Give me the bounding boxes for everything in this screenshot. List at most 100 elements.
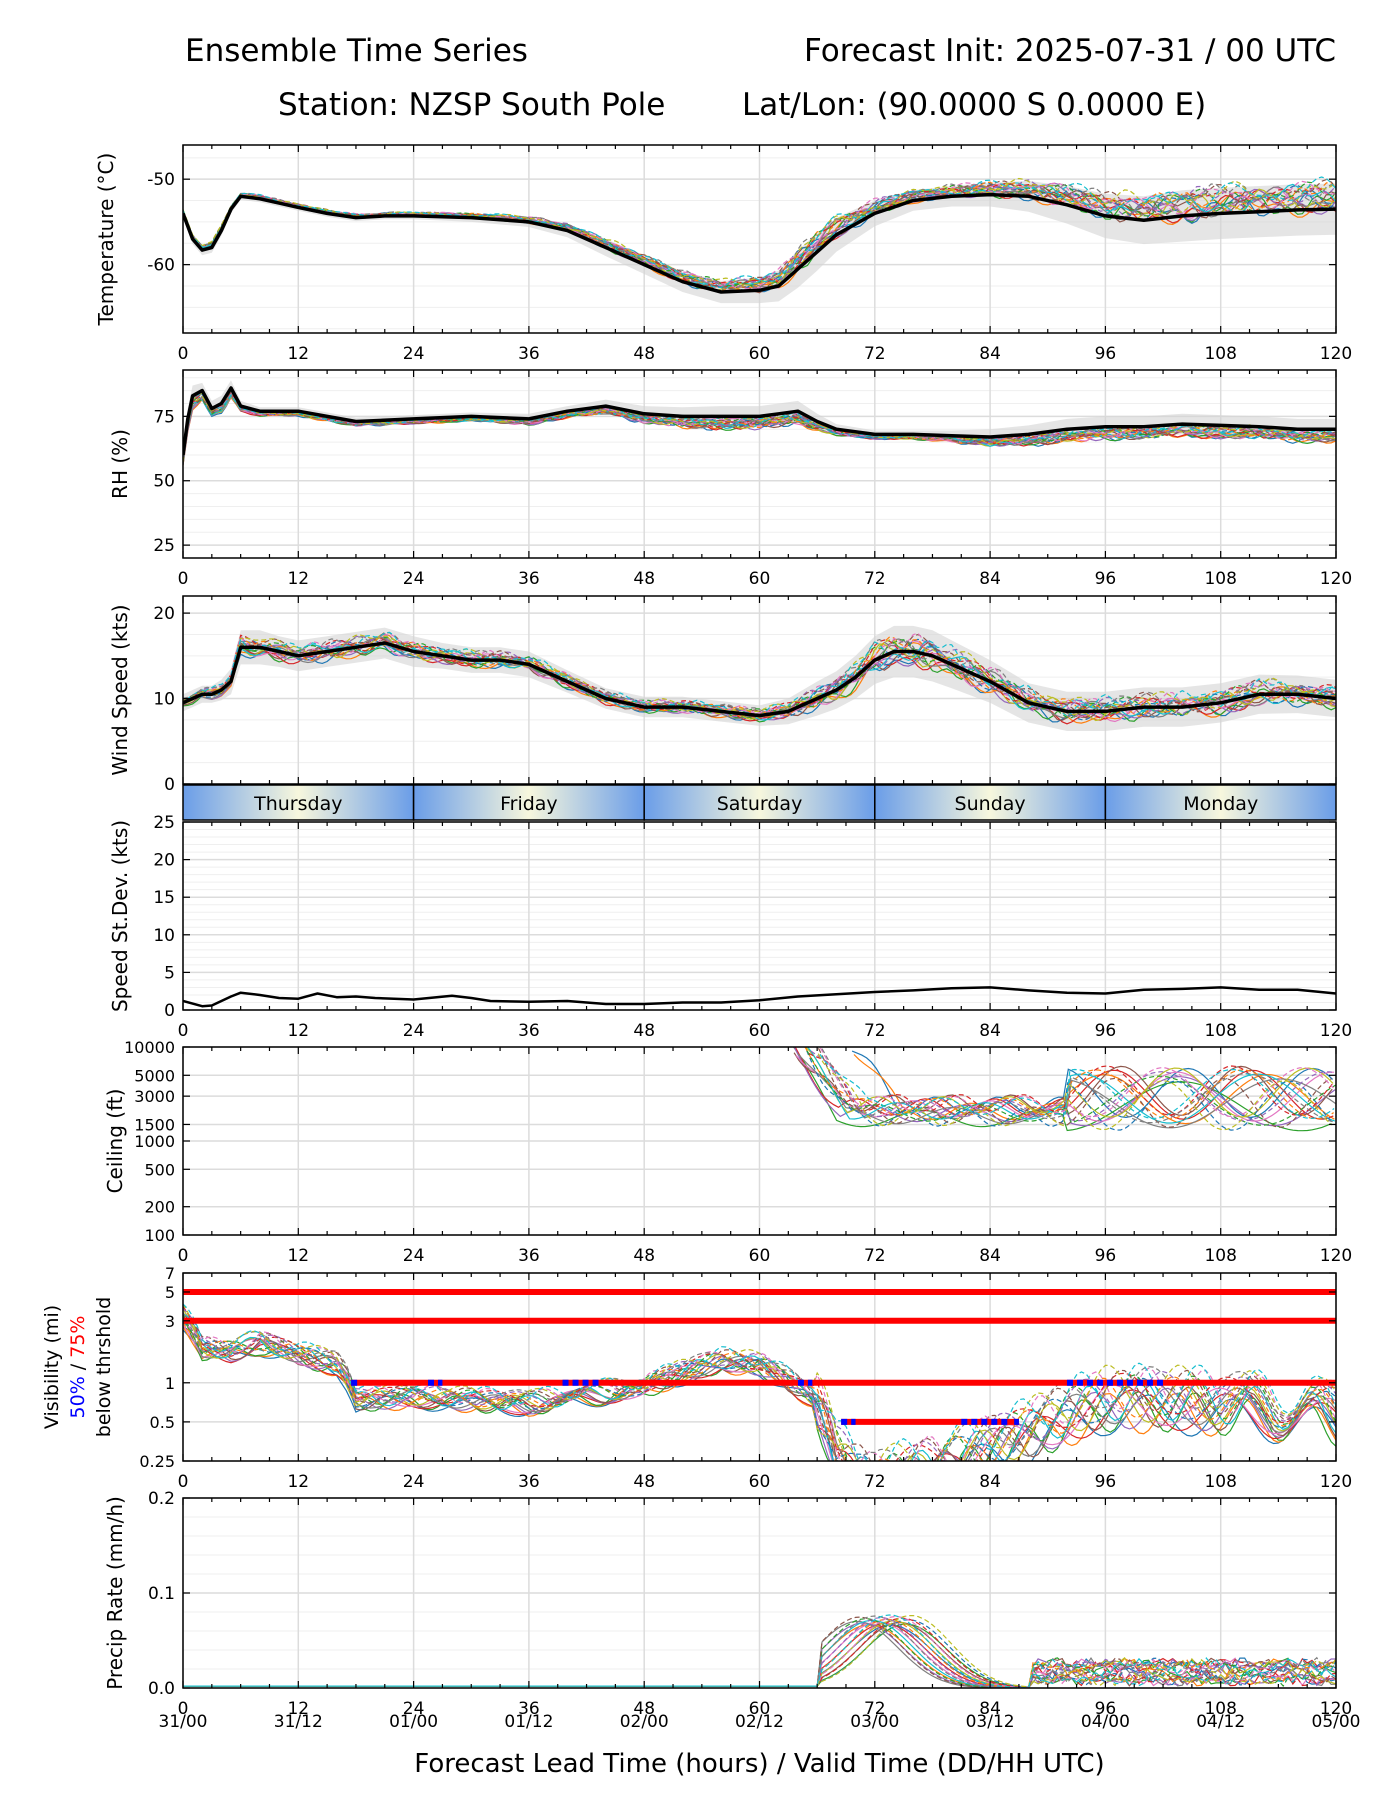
x-tick-label: 108: [1204, 1472, 1236, 1492]
day-band: Thursday Friday Saturday Sunday Monday: [182, 784, 1337, 821]
x-tick-label: 60: [749, 344, 771, 364]
x-tick-label: 96: [1095, 1472, 1117, 1492]
ensemble-member-line: [183, 634, 1336, 715]
x-tick-label: 84: [979, 569, 1001, 589]
visibility-member-line: [183, 1318, 1336, 1461]
ensemble-member-line: [183, 631, 1336, 717]
y-tick-label: 20: [153, 604, 175, 624]
x-tick-label: 108: [1204, 1021, 1236, 1041]
ceiling-member-line: [804, 1047, 1333, 1131]
x-tick-label: 48: [633, 1246, 655, 1266]
x-tick-label: 0: [178, 1246, 189, 1266]
x-tick-label: 72: [864, 569, 886, 589]
x-tick-label: 72: [864, 1699, 886, 1719]
visibility-member-line: [183, 1321, 1336, 1461]
panel-speed_stdev: 0 5 10 15 20 25 0 12 24 36 48 60 72 84 96 108 120 Speed S…: [108, 813, 1352, 1041]
valid-time-tick-label: 03/00: [850, 1712, 899, 1732]
day-cell: [1104, 784, 1337, 821]
x-tick-label: 72: [864, 1472, 886, 1492]
x-tick-label: 12: [287, 1021, 309, 1041]
plot-area-speed_stdev: [183, 986, 1336, 1008]
visibility-member-line: [183, 1303, 1336, 1461]
visibility-member-line: [183, 1316, 1336, 1461]
panel-visibility: 0.25 0.5 1 3 57 0 12 24 36 48 60 72 84 96 108 120 Visibi…: [41, 1264, 1352, 1492]
valid-time-tick-label: 31/12: [274, 1712, 323, 1732]
y-axis-label: Speed St.Dev. (kts): [108, 820, 132, 1012]
y-tick-label: 0.0: [148, 1679, 175, 1699]
valid-time-tick-label: 04/12: [1196, 1712, 1245, 1732]
y-tick-label: 100: [144, 1226, 175, 1245]
valid-time-tick-label: 31/00: [159, 1712, 208, 1732]
y-axis-label: Precip Rate (mm/h): [103, 1496, 127, 1690]
y-axis-label: Wind Speed (kts): [108, 604, 132, 775]
valid-time-tick-label: 02/12: [735, 1712, 784, 1732]
y-axis-label: Visibility (mi): [41, 1305, 63, 1429]
x-tick-label: 96: [1095, 344, 1117, 364]
ensemble-member-line: [183, 180, 1336, 290]
x-tick-label: 72: [864, 1246, 886, 1266]
x-tick-label: 108: [1204, 344, 1236, 364]
p75-label: 75%: [67, 1316, 89, 1358]
y-tick-label: 0.25: [139, 1452, 175, 1471]
y-tick-label: 0.5: [150, 1413, 175, 1432]
day-cell: [412, 784, 645, 821]
x-tick-label: 24: [403, 344, 425, 364]
x-tick-label: 96: [1095, 1246, 1117, 1266]
ceiling-member-line: [819, 1047, 1336, 1124]
x-tick-label: 84: [979, 1021, 1001, 1041]
panel-precip: 0.0 0.1 0.2 0 12 24 36 48 60 72 84 96 108 120 Precip R…: [103, 1489, 1352, 1719]
y-tick-label: 10: [153, 690, 175, 710]
ensemble-mean-line: [183, 386, 1336, 456]
x-tick-label: 120: [1320, 1699, 1352, 1719]
x-tick-label: 0: [178, 344, 189, 364]
y-tick-label: 1500: [134, 1115, 175, 1134]
y-axis-label: below thrshold: [93, 1297, 115, 1437]
y-tick-label: 10000: [124, 1038, 175, 1057]
x-tick-label: 48: [633, 1699, 655, 1719]
x-tick-label: 120: [1320, 344, 1352, 364]
ensemble-mean-line: [183, 986, 1336, 1008]
y-tick-label: 1000: [134, 1132, 175, 1151]
y-tick-label: 3000: [134, 1087, 175, 1106]
x-tick-label: 84: [979, 1699, 1001, 1719]
x-tick-label: 24: [403, 569, 425, 589]
x-tick-label: 0: [178, 1699, 189, 1719]
plot-area-temperature: [183, 176, 1336, 304]
ceiling-member-line: [793, 1052, 1333, 1116]
visibility-member-line: [183, 1312, 1336, 1461]
ensemble-member-line: [183, 390, 1336, 463]
x-tick-label: 60: [749, 569, 771, 589]
ensemble-mean-line: [183, 641, 1336, 718]
panel-wind_speed: 0 10 20 Wind Speed (kts): [108, 595, 1337, 795]
station-label: Station: NZSP South Pole: [278, 87, 666, 123]
panel-temperature: -50 -60 0 12 24 36 48 60 72 84 96 108 120 Temperature…: [94, 144, 1352, 364]
y-tick-label: 500: [144, 1160, 175, 1179]
y-axis-label-probabilities: 50% / 75%: [67, 1316, 89, 1419]
ceiling-member-line: [795, 1054, 1335, 1122]
x-tick-label: 60: [749, 1021, 771, 1041]
x-tick-label: 12: [287, 1472, 309, 1492]
x-tick-label: 96: [1095, 1021, 1117, 1041]
panel-rh: 25 50 75 0 12 24 36 48 60 72 84 96 108 120 RH (%): [108, 369, 1352, 589]
x-tick-label: 108: [1204, 1246, 1236, 1266]
day-cell: [874, 784, 1107, 821]
x-tick-label: 120: [1320, 1472, 1352, 1492]
y-tick-label: 3: [165, 1312, 175, 1331]
x-tick-label: 96: [1095, 1699, 1117, 1719]
x-tick-label: 12: [287, 569, 309, 589]
ceiling-member-line: [808, 1052, 1334, 1116]
x-tick-label: 0: [178, 1472, 189, 1492]
ceiling-member-line: [817, 1047, 1332, 1128]
y-tick-label: 5000: [134, 1066, 175, 1085]
chart-title: Ensemble Time Series: [185, 33, 528, 69]
x-tick-label: 60: [749, 1699, 771, 1719]
y-tick-label: -50: [147, 170, 175, 190]
ensemble-mean-line: [183, 192, 1336, 294]
ensemble-member-line: [183, 390, 1336, 458]
x-tick-label: 108: [1204, 569, 1236, 589]
day-cell: [643, 784, 876, 821]
valid-time-tick-label: 01/12: [504, 1712, 553, 1732]
y-axis-label: RH (%): [108, 429, 132, 499]
y-tick-label: 25: [153, 813, 175, 833]
